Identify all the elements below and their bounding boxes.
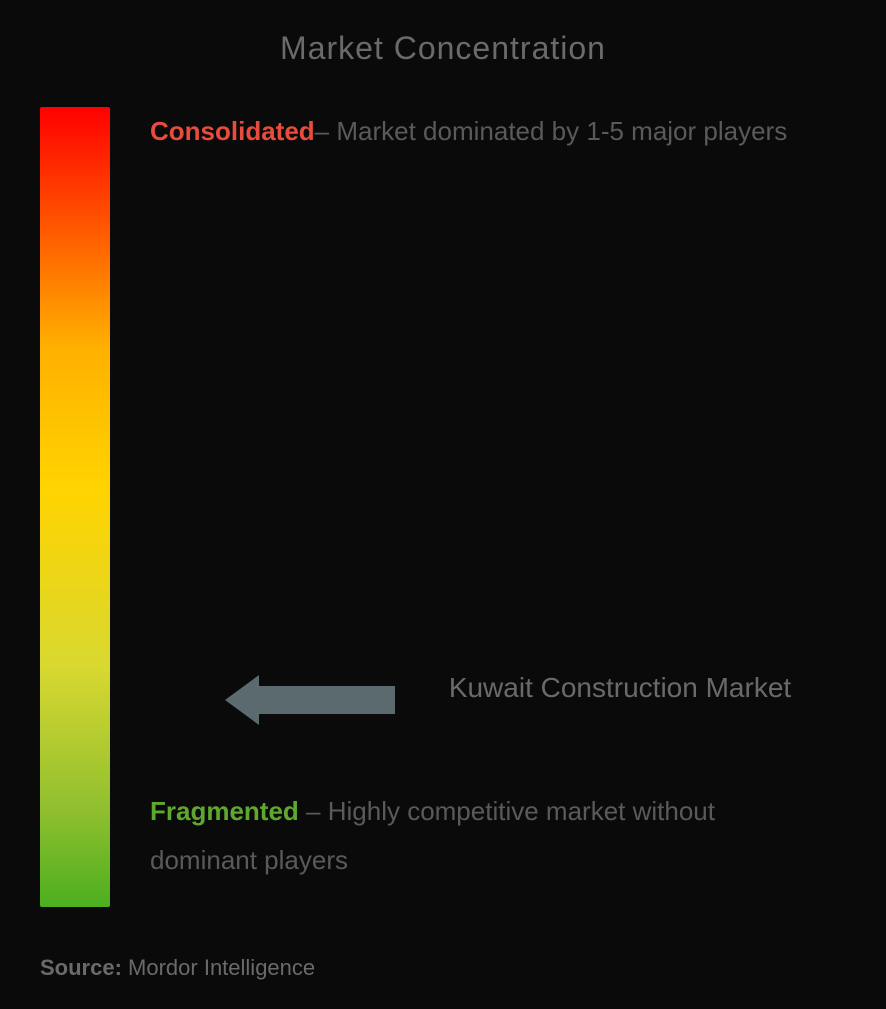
consolidated-label: Consolidated– Market dominated by 1-5 ma… [150, 107, 826, 156]
market-name-label: Kuwait Construction Market [410, 667, 830, 709]
consolidated-term: Consolidated [150, 116, 315, 146]
source-value: Mordor Intelligence [122, 955, 315, 980]
source-label: Source: [40, 955, 122, 980]
chart-body: Consolidated– Market dominated by 1-5 ma… [40, 107, 846, 927]
concentration-gradient-bar [40, 107, 110, 907]
fragmented-term: Fragmented [150, 796, 299, 826]
consolidated-description: – Market dominated by 1-5 major players [315, 116, 788, 146]
fragmented-label: Fragmented – Highly competitive market w… [150, 787, 826, 886]
chart-title: Market Concentration [40, 30, 846, 67]
labels-area: Consolidated– Market dominated by 1-5 ma… [110, 107, 846, 927]
source-attribution: Source: Mordor Intelligence [40, 955, 315, 981]
market-pointer-arrow [225, 675, 405, 725]
